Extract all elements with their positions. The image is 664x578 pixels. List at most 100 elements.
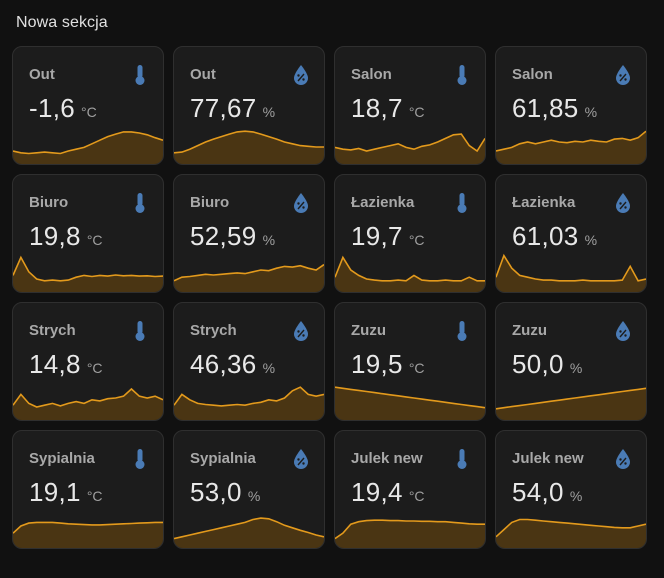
history-line bbox=[174, 130, 324, 154]
sensor-card-3[interactable]: Salon 18,7 °C bbox=[334, 46, 486, 165]
sensor-unit: % bbox=[262, 104, 276, 120]
sensor-name: Sypialnia bbox=[29, 450, 95, 467]
thermometer-icon bbox=[135, 193, 145, 213]
sensor-name: Salon bbox=[512, 66, 553, 83]
history-line bbox=[174, 386, 324, 407]
sensor-card-12[interactable]: Zuzu 50,0% bbox=[495, 302, 647, 421]
sensor-reading: 50,0% bbox=[512, 349, 582, 380]
sensor-value: 19,4 bbox=[351, 477, 403, 507]
sensor-history-graph bbox=[335, 386, 485, 420]
sensor-name: Strych bbox=[190, 322, 237, 339]
humidity-icon bbox=[294, 193, 308, 213]
thermometer-icon bbox=[135, 321, 145, 341]
history-line bbox=[13, 387, 163, 408]
sensor-name: Strych bbox=[29, 322, 76, 339]
sensor-history-graph bbox=[335, 255, 485, 292]
sensor-value: 19,1 bbox=[29, 477, 81, 507]
sensor-card-6[interactable]: Biuro 52,59% bbox=[173, 174, 325, 293]
sensor-value: -1,6 bbox=[29, 93, 76, 123]
sensor-name: Łazienka bbox=[351, 194, 415, 211]
history-area bbox=[13, 257, 163, 292]
sensor-history-graph bbox=[174, 130, 324, 164]
sensor-card-16[interactable]: Julek new 54,0% bbox=[495, 430, 647, 549]
sensor-card-4[interactable]: Salon 61,85% bbox=[495, 46, 647, 165]
sensor-name: Zuzu bbox=[351, 322, 386, 339]
history-area bbox=[13, 131, 163, 164]
sensor-card-11[interactable]: Zuzu 19,5 °C bbox=[334, 302, 486, 421]
sensor-unit: °C bbox=[86, 232, 103, 248]
history-area bbox=[13, 389, 163, 420]
humidity-icon bbox=[616, 193, 630, 213]
sensor-history-graph bbox=[496, 253, 646, 292]
history-area bbox=[496, 131, 646, 164]
sensor-card-8[interactable]: Łazienka 61,03% bbox=[495, 174, 647, 293]
sensor-value: 18,7 bbox=[351, 93, 403, 123]
history-area bbox=[13, 522, 163, 548]
sensor-reading: 19,8 °C bbox=[29, 221, 103, 252]
sensor-unit: °C bbox=[408, 104, 425, 120]
sensor-history-graph bbox=[496, 387, 646, 420]
sensor-grid: Out -1,6 °C Out 77,67% Salon 18,7 °C Salon… bbox=[12, 46, 647, 549]
sensor-unit: % bbox=[584, 104, 598, 120]
history-area bbox=[174, 264, 324, 292]
sensor-card-7[interactable]: Łazienka 19,7 °C bbox=[334, 174, 486, 293]
sensor-reading: 54,0% bbox=[512, 477, 582, 508]
sensor-history-graph bbox=[174, 263, 324, 292]
sensor-card-14[interactable]: Sypialnia 53,0% bbox=[173, 430, 325, 549]
sensor-card-1[interactable]: Out -1,6 °C bbox=[12, 46, 164, 165]
section-title: Nowa sekcja bbox=[16, 14, 108, 31]
sensor-name: Łazienka bbox=[512, 194, 576, 211]
history-area bbox=[335, 520, 485, 548]
sensor-name: Out bbox=[29, 66, 55, 83]
sensor-card-2[interactable]: Out 77,67% bbox=[173, 46, 325, 165]
sensor-reading: 18,7 °C bbox=[351, 93, 425, 124]
sensor-unit: °C bbox=[408, 488, 425, 504]
sensor-unit: °C bbox=[81, 104, 97, 120]
sensor-history-graph bbox=[496, 130, 646, 164]
history-line bbox=[13, 521, 163, 534]
sensor-value: 19,5 bbox=[351, 349, 403, 379]
sensor-unit: °C bbox=[86, 488, 103, 504]
sensor-card-13[interactable]: Sypialnia 19,1 °C bbox=[12, 430, 164, 549]
sensor-value: 52,59 bbox=[190, 221, 257, 251]
sensor-history-graph bbox=[174, 386, 324, 420]
sensor-unit: % bbox=[247, 488, 261, 504]
history-line bbox=[496, 387, 646, 410]
sensor-unit: % bbox=[262, 232, 276, 248]
history-line bbox=[496, 130, 646, 152]
sensor-history-graph bbox=[174, 517, 324, 548]
sensor-unit: % bbox=[262, 360, 276, 376]
sensor-card-10[interactable]: Strych 46,36% bbox=[173, 302, 325, 421]
history-area bbox=[335, 257, 485, 292]
humidity-icon bbox=[294, 321, 308, 341]
sensor-value: 77,67 bbox=[190, 93, 257, 123]
sensor-card-5[interactable]: Biuro 19,8 °C bbox=[12, 174, 164, 293]
sensor-value: 14,8 bbox=[29, 349, 81, 379]
humidity-icon bbox=[616, 65, 630, 85]
thermometer-icon bbox=[457, 65, 467, 85]
sensor-history-graph bbox=[13, 521, 163, 548]
sensor-name: Julek new bbox=[512, 450, 584, 467]
sensor-reading: 19,1 °C bbox=[29, 477, 103, 508]
history-area bbox=[174, 387, 324, 420]
sensor-value: 19,7 bbox=[351, 221, 403, 251]
sensor-value: 53,0 bbox=[190, 477, 242, 507]
history-area bbox=[174, 518, 324, 548]
sensor-history-graph bbox=[13, 387, 163, 420]
sensor-reading: -1,6 °C bbox=[29, 93, 97, 124]
sensor-name: Sypialnia bbox=[190, 450, 256, 467]
sensor-history-graph bbox=[13, 131, 163, 164]
sensor-history-graph bbox=[13, 255, 163, 292]
sensor-card-15[interactable]: Julek new 19,4 °C bbox=[334, 430, 486, 549]
history-area bbox=[335, 387, 485, 420]
sensor-unit: % bbox=[584, 232, 598, 248]
sensor-name: Biuro bbox=[190, 194, 230, 211]
history-line bbox=[335, 519, 485, 540]
history-line bbox=[335, 255, 485, 282]
sensor-card-9[interactable]: Strych 14,8 °C bbox=[12, 302, 164, 421]
history-line bbox=[335, 133, 485, 153]
history-line bbox=[13, 255, 163, 282]
sensor-value: 61,03 bbox=[512, 221, 579, 251]
history-line bbox=[174, 263, 324, 282]
humidity-icon bbox=[294, 449, 308, 469]
